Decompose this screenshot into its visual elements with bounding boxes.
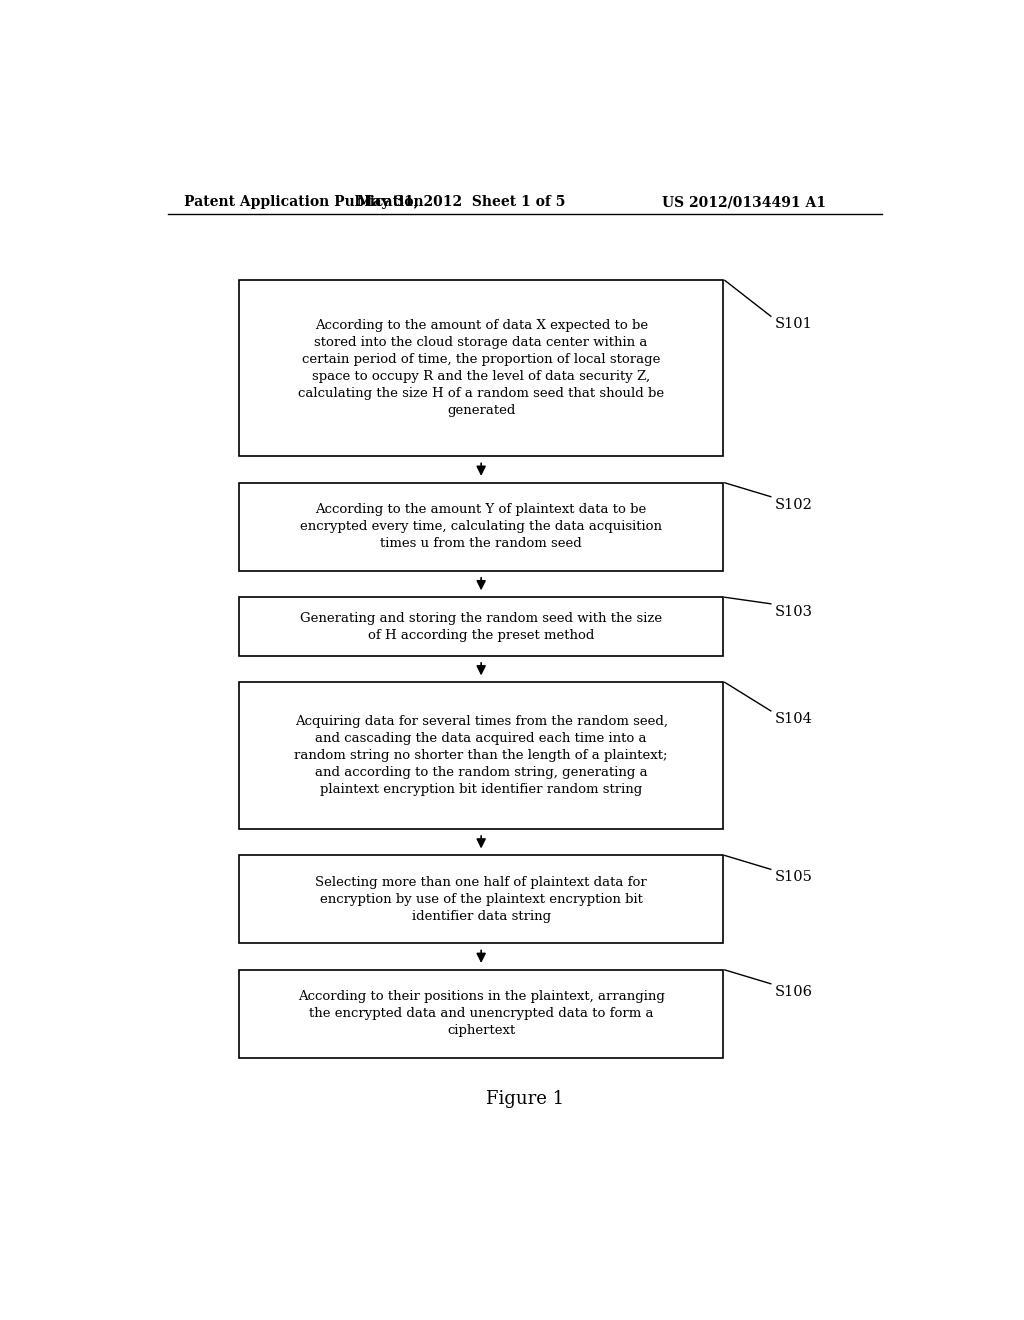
Text: Patent Application Publication: Patent Application Publication [183,195,423,209]
Text: Generating and storing the random seed with the size
of H according the preset m: Generating and storing the random seed w… [300,611,663,642]
Text: According to the amount of data X expected to be
stored into the cloud storage d: According to the amount of data X expect… [298,319,665,417]
Text: According to their positions in the plaintext, arranging
the encrypted data and : According to their positions in the plai… [298,990,665,1038]
Bar [240,483,723,570]
Bar [240,855,723,944]
Text: Selecting more than one half of plaintext data for
encryption by use of the plai: Selecting more than one half of plaintex… [315,876,647,923]
Bar [240,682,723,829]
Text: S102: S102 [775,498,813,512]
Text: Acquiring data for several times from the random seed,
and cascading the data ac: Acquiring data for several times from th… [295,715,668,796]
Text: S106: S106 [775,985,813,999]
Text: According to the amount Y of plaintext data to be
encrypted every time, calculat: According to the amount Y of plaintext d… [300,503,663,550]
Bar [240,280,723,457]
Bar [240,970,723,1057]
Text: May 31, 2012  Sheet 1 of 5: May 31, 2012 Sheet 1 of 5 [357,195,565,209]
Text: S101: S101 [775,317,812,331]
Text: S104: S104 [775,711,813,726]
Text: Figure 1: Figure 1 [485,1089,564,1107]
Text: S105: S105 [775,870,813,884]
Text: S103: S103 [775,605,813,619]
Text: US 2012/0134491 A1: US 2012/0134491 A1 [663,195,826,209]
Bar [240,597,723,656]
